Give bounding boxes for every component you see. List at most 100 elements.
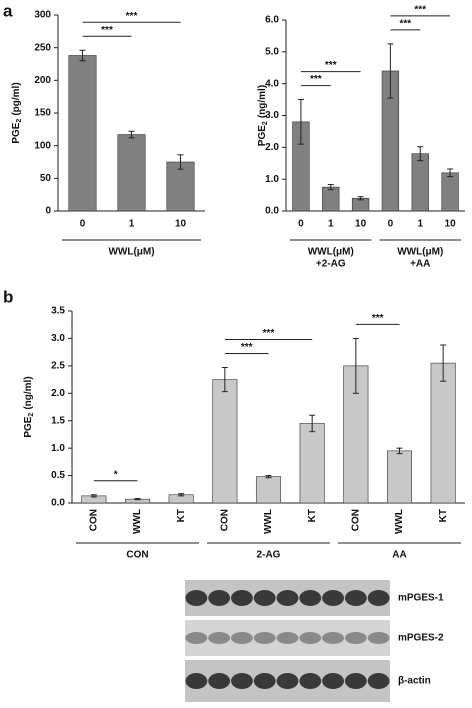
x-tick-label: WWL [394,509,405,534]
x-tick-label: 0 [388,219,394,230]
y-axis-label-part: 2 [262,121,269,125]
y-tick-label: 1.5 [51,415,65,426]
y-tick-label: 250 [34,42,51,53]
bar [441,172,459,212]
bar [299,423,325,504]
y-axis-label-part: PGE [11,122,22,143]
y-tick-label: 6.0 [265,15,279,26]
significance-label: * [114,469,118,480]
y-tick-label: 3.0 [265,110,279,121]
x-tick-label: CON [88,509,99,531]
group-label: +2-AG [316,259,346,270]
blot-band [322,632,344,644]
bar [386,450,413,504]
x-tick-label: 10 [175,219,187,230]
blot-band [231,590,253,606]
y-tick-label: 0.0 [51,498,65,509]
y-tick-label: 2.5 [51,360,65,371]
blot-band [276,632,299,644]
x-tick-label: 10 [355,219,367,230]
blot-band [231,673,253,689]
bar [322,186,340,212]
blot-band [185,632,208,644]
y-tick-label: 0.5 [51,470,65,481]
blot-band [185,673,208,689]
blot-band [208,590,231,606]
blot-band [185,590,208,606]
y-tick-label: 3.0 [51,333,65,344]
y-axis-label-part: (ng/ml) [23,376,34,409]
panel-label: a [3,1,13,20]
y-axis-label: PGE2 (ng/ml) [257,85,270,146]
group-label: +AA [410,259,430,270]
y-axis-label-part: 2 [16,119,23,123]
y-tick-label: 1.0 [265,174,279,185]
blot-band [276,590,299,606]
x-tick-label: CON [219,509,230,531]
x-tick-label: KT [438,509,449,522]
blot-band [344,590,367,606]
y-axis-label-part: (pg/ml) [11,82,22,115]
bar [68,55,97,212]
x-tick-label: 0 [80,219,86,230]
blot-band [276,673,299,689]
y-tick-label: 0 [45,206,51,217]
blot-band [253,632,276,644]
significance-label: *** [310,74,322,85]
x-tick-label: 0 [298,219,304,230]
y-tick-label: 4.0 [265,78,279,89]
y-axis-label-part: (ng/ml) [257,85,268,118]
x-tick-label: WWL [132,509,143,534]
x-tick-label: 1 [129,219,135,230]
y-tick-label: 5.0 [265,46,279,57]
y-tick-label: 2.0 [51,388,65,399]
bar [166,161,195,212]
x-tick-label: WWL [263,509,274,534]
group-label: CON [126,550,148,561]
group-label: 2-AG [257,550,281,561]
significance-label: *** [399,19,411,30]
bar [430,362,456,504]
y-axis-label-part: PGE [23,416,34,437]
y-tick-label: 100 [34,140,51,151]
blot-band [322,590,344,606]
blot-band [208,673,231,689]
y-axis-label-part: PGE [257,125,268,146]
blot-label: mPGES-2 [398,633,444,644]
group-label: WWL(μM) [308,247,354,258]
bar [212,379,238,504]
bar [255,476,282,504]
group-label: WWL(μM) [108,247,154,258]
significance-label: *** [126,11,138,22]
blot-label: β-actin [398,676,431,687]
panel-label: b [3,287,13,306]
blot-band [344,673,367,689]
y-tick-label: 150 [34,108,51,119]
bar [411,153,429,212]
x-tick-label: KT [176,509,187,522]
y-tick-label: 200 [34,75,51,86]
y-tick-label: 3.5 [51,306,65,317]
blot-band [253,673,276,689]
x-tick-label: KT [307,509,318,522]
group-label: AA [392,550,406,561]
x-tick-label: 1 [328,219,334,230]
y-axis-label: PGE2 (pg/ml) [11,82,24,143]
x-tick-label: 10 [445,219,457,230]
blot-band [299,673,322,689]
blot-band [253,590,276,606]
blot-band [344,632,367,644]
significance-label: *** [372,313,384,324]
y-axis-label: PGE2 (ng/ml) [23,376,36,437]
blot-band [367,673,390,689]
y-tick-label: 50 [40,173,52,184]
significance-label: *** [263,328,275,339]
significance-label: *** [241,342,253,353]
x-tick-label: CON [350,509,361,531]
blot-band [299,632,322,644]
blot-band [231,632,253,644]
blot-band [367,632,390,644]
significance-label: *** [414,5,426,16]
blot-band [208,632,231,644]
